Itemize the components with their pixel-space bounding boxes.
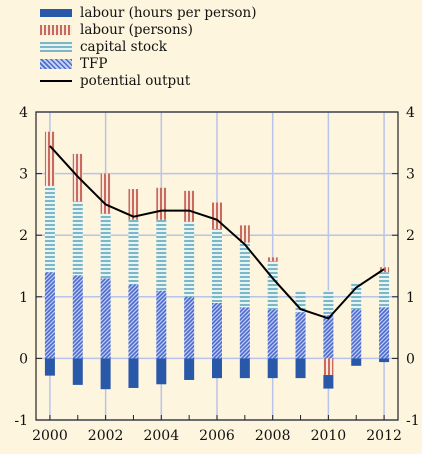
bar-tfp-2003 — [128, 284, 139, 359]
bar-labour-hours-2008 — [267, 358, 278, 379]
bar-tfp-2002 — [100, 278, 111, 359]
x-tick-label-1: 2002 — [88, 428, 124, 444]
y-tick-label-left-3: 1 — [19, 290, 28, 306]
bar-labour-persons-2002 — [100, 173, 111, 214]
legend-label-labour-hours: labour (hours per person) — [80, 5, 257, 21]
bar-labour-hours-2002 — [100, 358, 111, 390]
bar-capital-stock-2006 — [212, 229, 222, 303]
legend-swatch-capital-stock — [40, 42, 72, 52]
bar-capital-stock-2005 — [184, 221, 195, 297]
legend-label-tfp: TFP — [80, 56, 108, 72]
x-tick-label-4: 2008 — [255, 428, 291, 444]
bar-capital-stock-2010 — [323, 290, 334, 316]
bar-labour-persons-2007 — [239, 225, 250, 243]
x-tick-label-0: 2000 — [32, 428, 68, 444]
legend-item-capital-stock: capital stock — [40, 39, 167, 55]
bar-tfp-2001 — [72, 275, 83, 359]
x-tick-label-3: 2006 — [199, 428, 235, 444]
bar-labour-hours-2010 — [323, 375, 334, 389]
y-tick-label-right-5: -1 — [406, 413, 420, 429]
bar-tfp-2011 — [351, 309, 362, 359]
bar-labour-hours-2009 — [295, 358, 306, 379]
bar-labour-persons-2006 — [212, 202, 222, 230]
legend-label-capital-stock: capital stock — [80, 39, 167, 55]
y-tick-label-right-3: 1 — [406, 290, 415, 306]
bar-tfp-2010 — [323, 315, 334, 359]
bar-labour-hours-2006 — [212, 358, 222, 379]
legend-item-potential-output: potential output — [40, 73, 191, 89]
bar-capital-stock-2007 — [239, 242, 250, 308]
x-tick-label-5: 2010 — [311, 428, 347, 444]
bar-labour-hours-2012 — [379, 358, 390, 363]
legend-item-labour-hours: labour (hours per person) — [40, 5, 257, 21]
y-tick-label-left-2: 2 — [19, 228, 28, 244]
y-tick-label-left-5: -1 — [14, 413, 28, 429]
y-tick-label-left-4: 0 — [19, 351, 28, 367]
legend-item-tfp: TFP — [40, 56, 108, 72]
y-tick-label-left-0: 4 — [19, 105, 28, 121]
legend-swatch-potential-output — [40, 80, 72, 82]
bar-labour-persons-2000 — [44, 131, 55, 186]
bar-labour-persons-2008 — [267, 257, 278, 262]
bar-tfp-2008 — [267, 309, 278, 359]
bar-tfp-2005 — [184, 296, 195, 359]
bar-labour-hours-2007 — [239, 358, 250, 379]
bar-labour-hours-2011 — [351, 358, 362, 366]
bar-tfp-2007 — [239, 307, 250, 359]
y-tick-label-left-1: 3 — [19, 167, 28, 183]
legend-swatch-labour-hours — [40, 9, 72, 17]
x-tick-label-2: 2004 — [143, 428, 179, 444]
bar-labour-hours-2005 — [184, 358, 195, 380]
legend-swatch-tfp — [40, 59, 72, 69]
bar-labour-hours-2003 — [128, 358, 139, 388]
bar-labour-hours-2004 — [156, 358, 167, 385]
bar-tfp-2009 — [295, 312, 306, 359]
bar-labour-persons-2004 — [156, 187, 167, 220]
bar-capital-stock-2011 — [351, 282, 362, 310]
bar-labour-persons-2010 — [323, 358, 334, 376]
y-tick-label-right-4: 0 — [406, 351, 415, 367]
bar-tfp-2004 — [156, 290, 167, 359]
bar-labour-persons-2003 — [128, 189, 139, 220]
x-tick-label-6: 2012 — [366, 428, 402, 444]
legend-item-labour-persons: labour (persons) — [40, 22, 193, 38]
legend-swatch-labour-persons — [40, 25, 72, 35]
bar-labour-hours-2000 — [44, 358, 55, 376]
bar-capital-stock-2004 — [156, 219, 167, 291]
bar-capital-stock-2000 — [44, 185, 55, 273]
bar-capital-stock-2009 — [295, 290, 306, 313]
bar-capital-stock-2003 — [128, 219, 139, 285]
bar-labour-hours-2001 — [72, 358, 83, 385]
legend-label-potential-output: potential output — [80, 73, 191, 89]
bar-tfp-2006 — [212, 302, 222, 359]
line-potential-output — [49, 145, 385, 320]
bar-capital-stock-2012 — [379, 272, 390, 308]
bar-capital-stock-2001 — [72, 201, 83, 276]
bar-capital-stock-2008 — [267, 261, 278, 310]
bar-tfp-2012 — [379, 307, 390, 359]
y-tick-label-right-1: 3 — [406, 167, 415, 183]
y-tick-label-right-2: 2 — [406, 228, 415, 244]
bar-capital-stock-2002 — [100, 213, 111, 279]
legend-label-labour-persons: labour (persons) — [80, 22, 193, 38]
bar-tfp-2000 — [44, 272, 55, 359]
bar-labour-persons-2005 — [184, 190, 195, 222]
y-tick-label-right-0: 4 — [406, 105, 415, 121]
